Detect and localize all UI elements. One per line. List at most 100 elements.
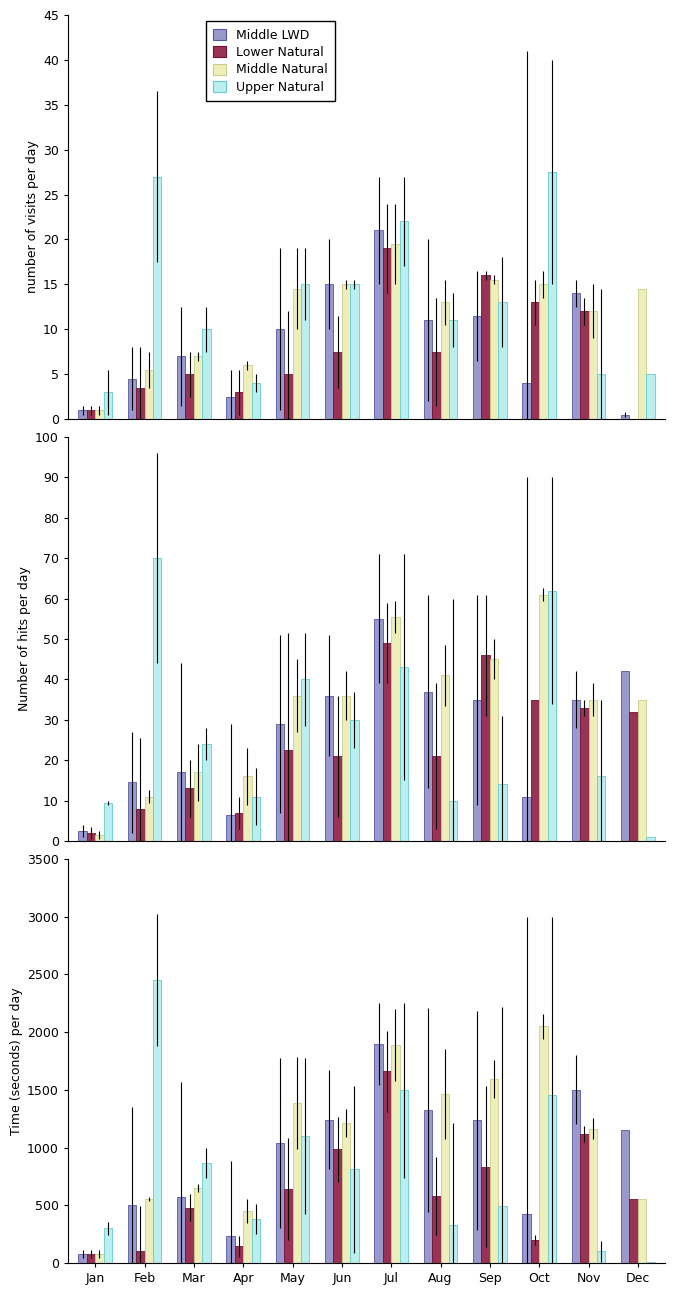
Bar [194, 772, 202, 840]
Bar [87, 833, 95, 840]
Bar [539, 1027, 547, 1263]
Bar [547, 1096, 556, 1263]
Y-axis label: Time (seconds) per day: Time (seconds) per day [10, 987, 23, 1134]
Bar [194, 1188, 202, 1263]
Bar [325, 1120, 333, 1263]
Bar [621, 671, 630, 840]
Bar [128, 782, 136, 840]
Bar [226, 815, 235, 840]
Bar [498, 785, 507, 840]
Bar [103, 392, 112, 420]
Bar [522, 796, 531, 840]
Bar [186, 374, 194, 420]
Bar [284, 750, 292, 840]
Bar [153, 176, 161, 420]
Bar [589, 311, 597, 420]
Bar [481, 655, 490, 840]
Bar [449, 1225, 457, 1263]
Bar [226, 396, 235, 420]
Bar [284, 1189, 292, 1263]
Bar [301, 285, 309, 420]
Bar [276, 1143, 284, 1263]
Bar [103, 803, 112, 840]
Bar [531, 699, 539, 840]
Bar [392, 616, 400, 840]
Bar [597, 374, 605, 420]
Bar [78, 831, 87, 840]
Bar [630, 1199, 638, 1263]
Bar [441, 1094, 449, 1263]
Bar [292, 695, 301, 840]
Bar [375, 231, 383, 420]
Bar [490, 659, 498, 840]
Bar [128, 1206, 136, 1263]
Bar [547, 591, 556, 840]
Legend: Middle LWD, Lower Natural, Middle Natural, Upper Natural: Middle LWD, Lower Natural, Middle Natura… [206, 21, 335, 101]
Bar [539, 285, 547, 420]
Bar [638, 699, 646, 840]
Bar [95, 835, 103, 840]
Bar [638, 289, 646, 420]
Bar [136, 387, 144, 420]
Bar [186, 1207, 194, 1263]
Bar [78, 411, 87, 420]
Bar [194, 356, 202, 420]
Bar [522, 1213, 531, 1263]
Bar [235, 813, 243, 840]
Bar [531, 302, 539, 420]
Bar [144, 369, 153, 420]
Bar [432, 756, 441, 840]
Bar [325, 695, 333, 840]
Bar [597, 1251, 605, 1263]
Bar [383, 1071, 392, 1263]
Bar [424, 320, 432, 420]
Bar [177, 1197, 186, 1263]
Bar [646, 837, 655, 840]
Bar [252, 1219, 260, 1263]
Bar [202, 329, 211, 420]
Bar [630, 712, 638, 840]
Bar [522, 383, 531, 420]
Bar [490, 1080, 498, 1263]
Bar [342, 695, 350, 840]
Bar [531, 1239, 539, 1263]
Bar [572, 699, 580, 840]
Bar [424, 692, 432, 840]
Bar [580, 311, 589, 420]
Bar [128, 378, 136, 420]
Bar [473, 316, 481, 420]
Bar [301, 680, 309, 840]
Bar [589, 1128, 597, 1263]
Bar [177, 772, 186, 840]
Bar [95, 411, 103, 420]
Bar [432, 1197, 441, 1263]
Bar [292, 289, 301, 420]
Bar [383, 249, 392, 420]
Bar [473, 699, 481, 840]
Bar [539, 594, 547, 840]
Bar [292, 1103, 301, 1263]
Bar [424, 1110, 432, 1263]
Bar [284, 374, 292, 420]
Bar [243, 776, 252, 840]
Bar [87, 1255, 95, 1263]
Bar [350, 1169, 358, 1263]
Bar [383, 644, 392, 840]
Bar [252, 796, 260, 840]
Bar [153, 980, 161, 1263]
Bar [186, 789, 194, 840]
Bar [333, 352, 342, 420]
Bar [400, 1090, 408, 1263]
Bar [432, 352, 441, 420]
Bar [333, 756, 342, 840]
Bar [589, 699, 597, 840]
Bar [441, 302, 449, 420]
Bar [621, 1131, 630, 1263]
Bar [325, 285, 333, 420]
Bar [481, 1167, 490, 1263]
Bar [350, 720, 358, 840]
Bar [342, 1123, 350, 1263]
Bar [572, 1090, 580, 1263]
Y-axis label: number of visits per day: number of visits per day [26, 141, 39, 294]
Bar [350, 285, 358, 420]
